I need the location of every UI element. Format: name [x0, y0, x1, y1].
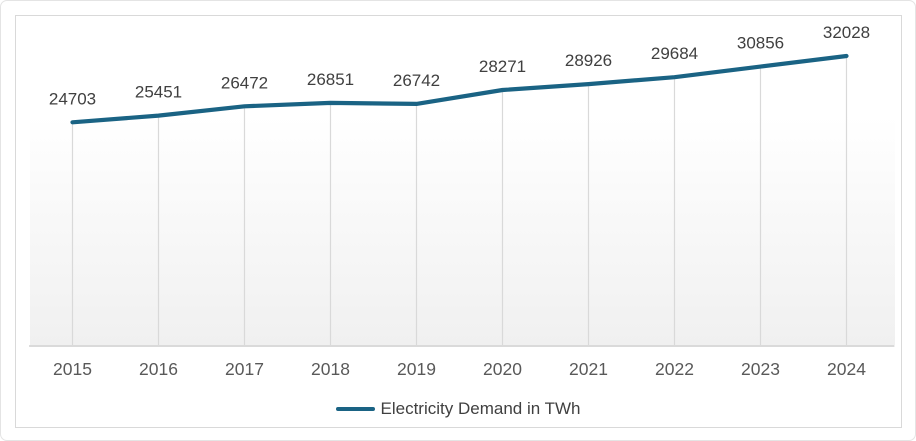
chart-frame — [15, 15, 902, 428]
data-label: 28271 — [479, 57, 526, 76]
x-axis-label: 2017 — [225, 359, 264, 379]
data-label: 29684 — [651, 44, 698, 63]
data-label: 26742 — [393, 71, 440, 90]
data-label: 24703 — [49, 89, 96, 108]
legend: Electricity Demand in TWh — [1, 399, 915, 418]
data-label: 30856 — [737, 34, 784, 53]
plot-area-background — [30, 17, 895, 347]
legend-line-marker — [335, 407, 375, 411]
data-label: 28926 — [565, 51, 612, 70]
x-axis-label: 2015 — [53, 359, 92, 379]
x-axis-label: 2021 — [569, 359, 608, 379]
x-axis-label: 2022 — [655, 359, 694, 379]
data-label: 32028 — [823, 23, 870, 42]
data-label: 26851 — [307, 70, 354, 89]
data-label: 25451 — [135, 83, 182, 102]
x-axis-label: 2019 — [397, 359, 436, 379]
x-axis-label: 2020 — [483, 359, 522, 379]
x-axis-label: 2016 — [139, 359, 178, 379]
x-axis-label: 2024 — [827, 359, 866, 379]
data-label: 26472 — [221, 73, 268, 92]
x-axis-label: 2018 — [311, 359, 350, 379]
legend-label: Electricity Demand in TWh — [380, 399, 581, 418]
x-axis-label: 2023 — [741, 359, 780, 379]
series-line — [70, 53, 849, 125]
